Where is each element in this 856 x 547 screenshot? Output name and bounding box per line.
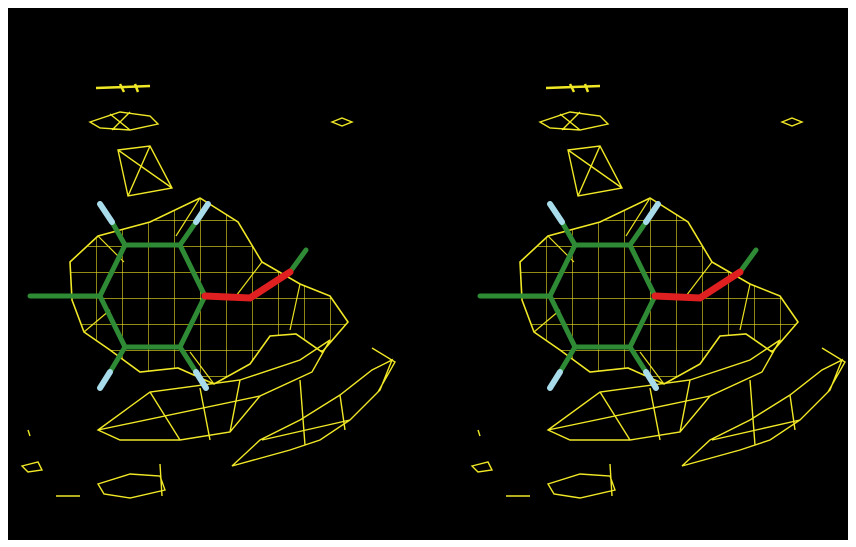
stereo-figure (8, 8, 856, 540)
